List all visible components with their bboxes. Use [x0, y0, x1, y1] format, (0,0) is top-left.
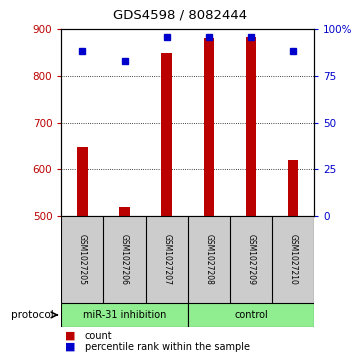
Bar: [204, 38, 214, 216]
Text: ■: ■: [65, 342, 75, 352]
Bar: [245, 37, 256, 216]
Text: percentile rank within the sample: percentile rank within the sample: [85, 342, 250, 352]
Bar: [188, 303, 314, 327]
Text: GSM1027207: GSM1027207: [162, 234, 171, 285]
Text: GDS4598 / 8082444: GDS4598 / 8082444: [113, 8, 248, 21]
Bar: [161, 53, 172, 216]
Text: count: count: [85, 331, 113, 341]
Text: protocol: protocol: [12, 310, 54, 320]
Text: ■: ■: [65, 331, 75, 341]
Bar: [288, 160, 298, 216]
Text: GSM1027209: GSM1027209: [247, 234, 255, 285]
Text: GSM1027208: GSM1027208: [204, 234, 213, 285]
Text: GSM1027206: GSM1027206: [120, 234, 129, 285]
Text: GSM1027210: GSM1027210: [288, 234, 297, 285]
Text: miR-31 inhibition: miR-31 inhibition: [83, 310, 166, 320]
Bar: [119, 207, 130, 216]
Text: GSM1027205: GSM1027205: [78, 234, 87, 285]
Bar: [77, 147, 88, 216]
Bar: [61, 303, 188, 327]
Text: control: control: [234, 310, 268, 320]
